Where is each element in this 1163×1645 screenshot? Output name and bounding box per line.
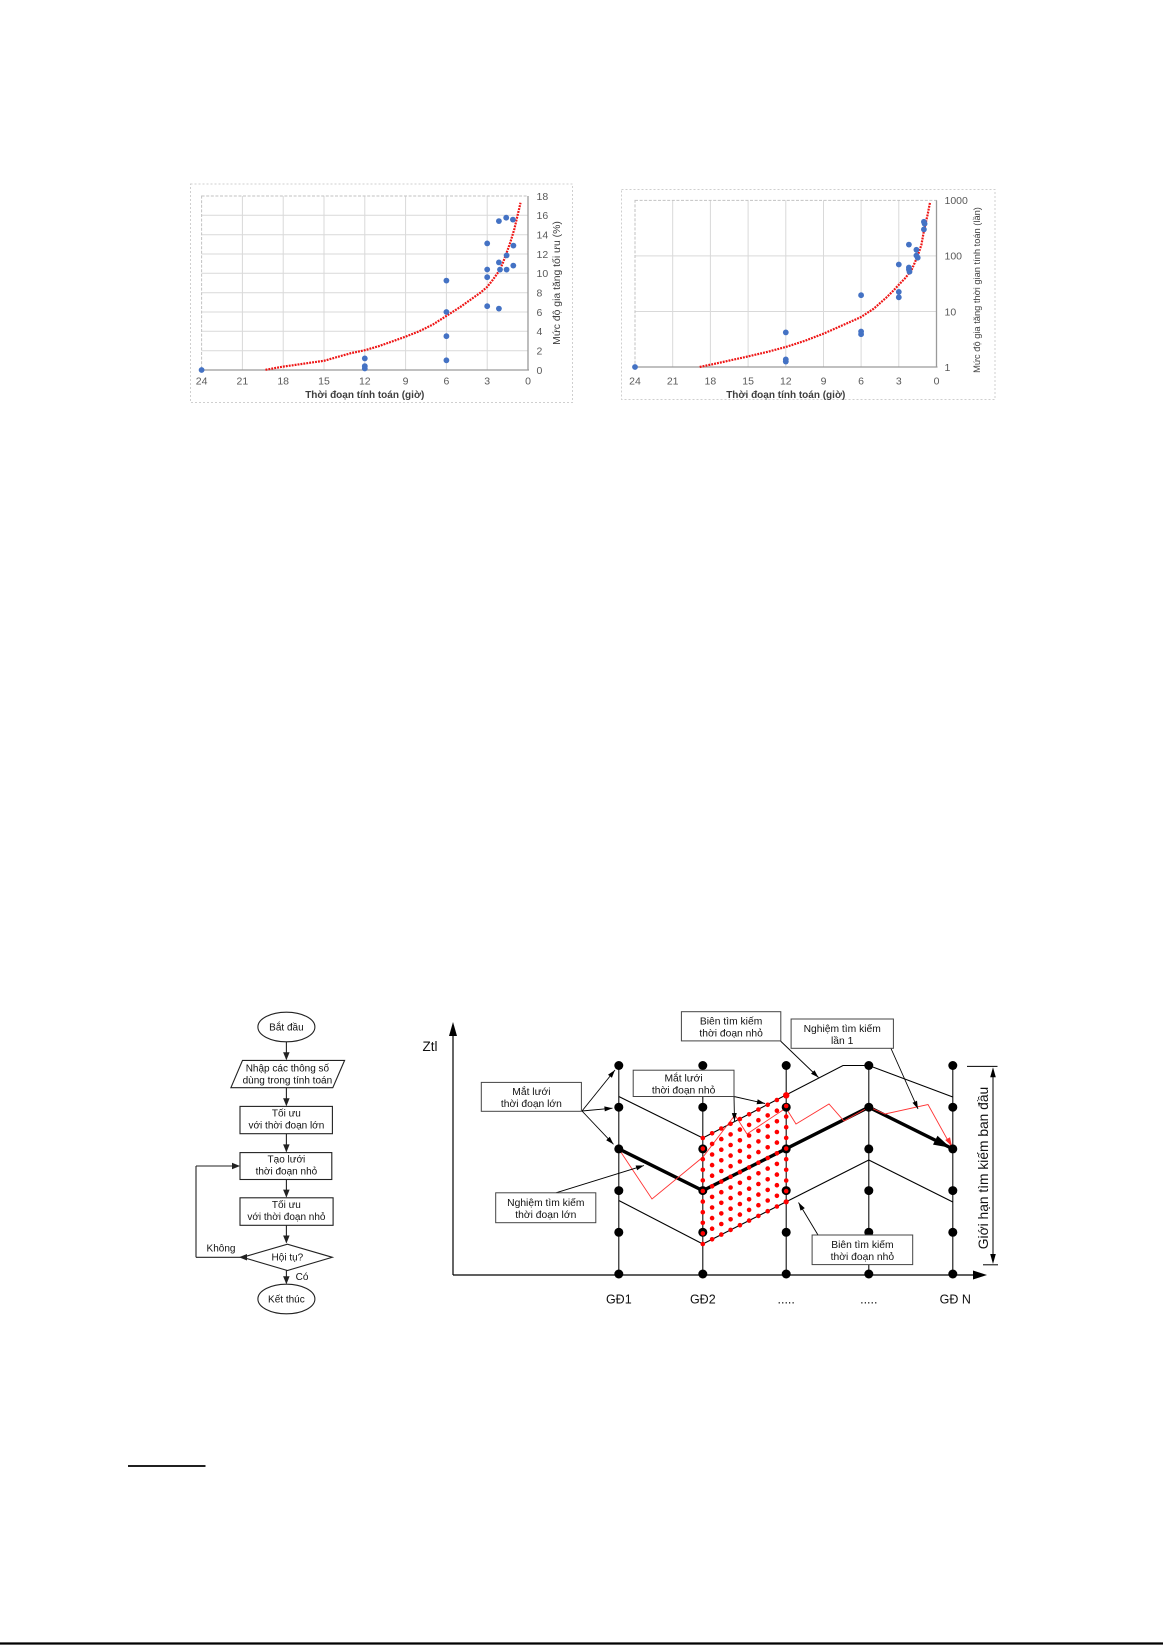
svg-text:Mắt lưới: Mắt lưới [664, 1072, 702, 1085]
svg-text:15: 15 [742, 376, 754, 388]
svg-text:15: 15 [318, 376, 330, 388]
svg-text:6: 6 [858, 376, 864, 388]
svg-text:9: 9 [821, 376, 827, 388]
svg-text:GĐ N: GĐ N [940, 1293, 971, 1307]
svg-text:Tạo lưới: Tạo lưới [268, 1155, 306, 1166]
svg-text:Có: Có [296, 1272, 309, 1283]
svg-text:0: 0 [525, 376, 531, 388]
svg-text:100: 100 [945, 251, 963, 263]
svg-text:12: 12 [359, 376, 371, 388]
svg-text:18: 18 [537, 191, 549, 203]
svg-text:Nhập các thông số: Nhập các thông số [246, 1063, 330, 1075]
svg-text:Mức độ gia tăng tối ưu (%): Mức độ gia tăng tối ưu (%) [551, 221, 563, 345]
svg-text:Không: Không [207, 1244, 236, 1255]
svg-text:thời đoạn nhỏ: thời đoạn nhỏ [699, 1028, 763, 1040]
svg-text:3: 3 [896, 376, 902, 388]
svg-text:Thời đoạn tính toán (giờ): Thời đoạn tính toán (giờ) [305, 390, 424, 401]
svg-text:18: 18 [705, 376, 717, 388]
svg-text:Nghiệm tìm kiếm: Nghiệm tìm kiếm [804, 1023, 881, 1035]
svg-text:Mức độ gia tăng thời gian tính: Mức độ gia tăng thời gian tính toán (lần… [972, 207, 982, 373]
svg-text:Tối ưu: Tối ưu [272, 1108, 301, 1120]
svg-text:16: 16 [537, 210, 549, 222]
svg-text:4: 4 [537, 326, 543, 338]
svg-text:.....: ..... [860, 1293, 877, 1307]
svg-text:14: 14 [537, 230, 549, 242]
svg-text:1: 1 [945, 362, 951, 374]
svg-text:0: 0 [537, 365, 543, 377]
svg-text:Ztl: Ztl [423, 1039, 438, 1054]
svg-text:2: 2 [537, 346, 543, 358]
svg-text:với thời đoạn lớn: với thời đoạn lớn [248, 1121, 324, 1132]
svg-text:Bắt đầu: Bắt đầu [269, 1021, 303, 1034]
svg-text:thời đoạn nhỏ: thời đoạn nhỏ [256, 1166, 318, 1178]
svg-text:Nghiệm tìm kiếm: Nghiệm tìm kiếm [507, 1197, 584, 1209]
svg-text:3: 3 [484, 376, 490, 388]
svg-text:dùng trong tính toán: dùng trong tính toán [243, 1076, 333, 1087]
svg-text:6: 6 [537, 307, 543, 319]
svg-text:10: 10 [945, 306, 957, 318]
svg-text:thời đoạn lớn: thời đoạn lớn [515, 1210, 576, 1221]
svg-text:thời đoạn lớn: thời đoạn lớn [501, 1099, 562, 1110]
svg-text:24: 24 [196, 376, 208, 388]
svg-text:1000: 1000 [945, 195, 969, 207]
svg-text:thời đoạn nhỏ: thời đoạn nhỏ [652, 1085, 716, 1097]
svg-text:21: 21 [237, 376, 249, 388]
svg-text:21: 21 [667, 376, 679, 388]
svg-text:6: 6 [443, 376, 449, 388]
svg-text:lần 1: lần 1 [831, 1035, 854, 1047]
svg-text:với thời đoạn nhỏ: với thời đoạn nhỏ [247, 1211, 326, 1223]
svg-text:.....: ..... [778, 1293, 795, 1307]
svg-text:Biên tìm kiếm: Biên tìm kiếm [700, 1016, 762, 1028]
svg-text:GĐ1: GĐ1 [606, 1293, 632, 1307]
svg-text:Kết thúc: Kết thúc [268, 1294, 305, 1306]
svg-text:Hội tụ?: Hội tụ? [272, 1253, 304, 1264]
svg-text:10: 10 [537, 268, 549, 280]
svg-text:Tối ưu: Tối ưu [272, 1199, 301, 1211]
svg-text:GĐ2: GĐ2 [690, 1293, 716, 1307]
svg-text:Mắt lưới: Mắt lưới [512, 1085, 550, 1098]
svg-text:0: 0 [934, 376, 940, 388]
svg-text:18: 18 [277, 376, 289, 388]
svg-text:Thời đoạn tính toán (giờ): Thời đoạn tính toán (giờ) [726, 390, 845, 401]
svg-text:24: 24 [629, 376, 641, 388]
svg-text:Biên tìm kiếm: Biên tìm kiếm [831, 1239, 893, 1251]
svg-text:12: 12 [537, 249, 549, 261]
svg-text:9: 9 [403, 376, 409, 388]
svg-text:Giới hạn tìm kiếm ban đầu: Giới hạn tìm kiếm ban đầu [976, 1087, 991, 1249]
svg-text:12: 12 [780, 376, 792, 388]
svg-text:thời đoạn nhỏ: thời đoạn nhỏ [831, 1251, 895, 1263]
svg-text:8: 8 [537, 288, 543, 300]
